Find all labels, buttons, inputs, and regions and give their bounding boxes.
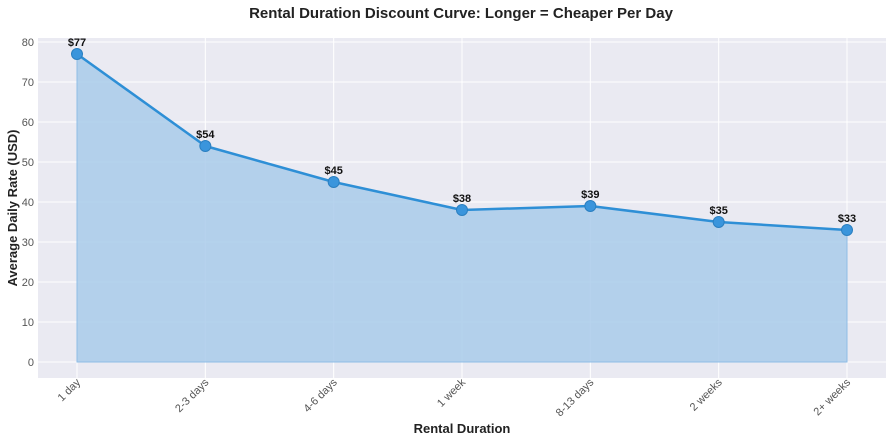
y-tick-label: 50	[22, 157, 34, 169]
data-label: $39	[581, 189, 599, 201]
data-point	[456, 204, 468, 216]
x-axis-ticks: 1 day 2-3 days 4-6 days 1 week 8-13 days 2 we…	[56, 376, 854, 419]
data-label: $33	[838, 213, 856, 225]
x-tick-label: 2+ weeks	[812, 376, 854, 418]
x-tick-label: 2-3 days	[173, 376, 212, 415]
x-tick-label: 2 weeks	[688, 376, 725, 413]
y-tick-label: 30	[22, 237, 34, 249]
y-tick-label: 10	[22, 317, 34, 329]
x-tick-label: 1 week	[435, 376, 468, 409]
y-tick-label: 20	[22, 277, 34, 289]
data-label: $54	[196, 129, 215, 141]
y-axis-ticks: 0 10 20 30 40 50 60 70 80	[22, 37, 34, 369]
data-label: $45	[324, 165, 342, 177]
y-tick-label: 0	[28, 357, 34, 369]
data-point	[199, 140, 212, 152]
y-tick-label: 80	[22, 37, 34, 49]
y-tick-label: 40	[22, 197, 34, 209]
markers	[71, 48, 853, 236]
y-axis-label: Average Daily Rate (USD)	[5, 129, 20, 286]
data-point	[712, 216, 725, 228]
data-label: $35	[709, 205, 727, 217]
x-tick-label: 8-13 days	[554, 376, 597, 419]
chart-title: Rental Duration Discount Curve: Longer =…	[249, 5, 673, 22]
data-labels: $77 $54 $45 $38 $39 $35 $33	[68, 37, 856, 225]
data-point	[327, 176, 340, 188]
y-tick-label: 70	[22, 77, 34, 89]
data-point	[584, 200, 597, 212]
x-tick-label: 4-6 days	[301, 376, 340, 415]
data-point	[841, 224, 853, 236]
x-axis-label: Rental Duration	[414, 421, 511, 436]
data-label: $77	[68, 37, 86, 49]
data-point	[71, 48, 83, 60]
y-tick-label: 60	[22, 117, 34, 129]
x-tick-label: 1 day	[56, 376, 84, 404]
data-label: $38	[453, 193, 471, 205]
